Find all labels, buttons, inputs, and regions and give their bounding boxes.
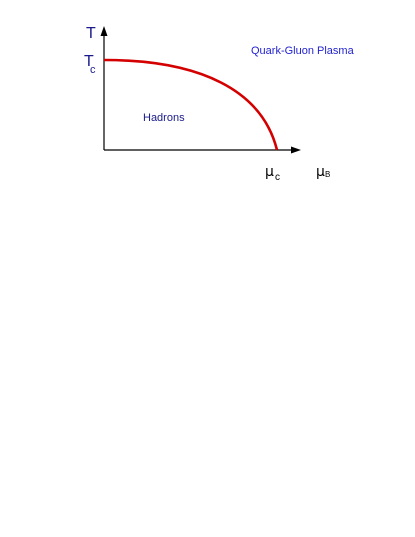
phase-boundary-curve [103,58,279,151]
x-axis-label-main: μ [316,164,325,180]
x-tick-label-sub: c [275,172,280,183]
x-tick-label-muc: μ c [265,164,280,183]
x-tick-label-main: μ [265,164,274,180]
region-label-hadrons: Hadrons [143,112,185,124]
x-axis-label-mub: μ B [316,164,330,180]
y-axis-label: T [86,25,96,42]
y-tick-label-sub: c [90,64,96,76]
y-tick-label-tc: T c [84,53,96,76]
x-axis-label-sub: B [325,170,330,179]
y-tick-label-main: T [84,53,94,70]
region-label-qgp: Quark-Gluon Plasma [251,45,355,57]
y-axis-arrowhead [100,26,108,36]
x-axis-arrowhead [291,146,301,154]
